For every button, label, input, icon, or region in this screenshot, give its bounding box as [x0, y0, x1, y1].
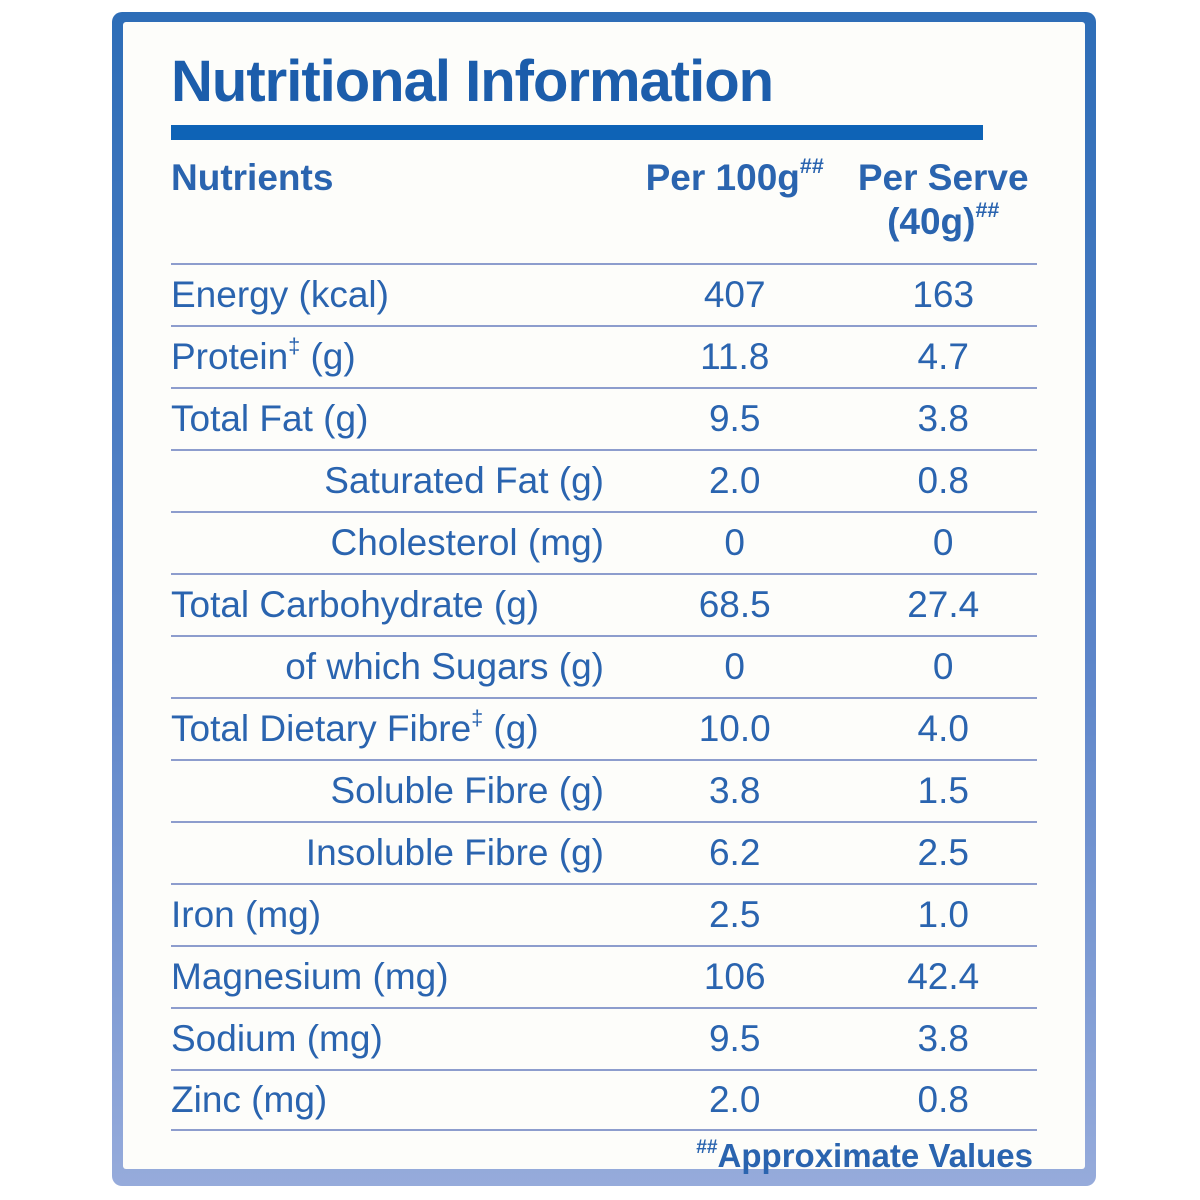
nutrient-name: Energy (kcal): [171, 274, 389, 316]
per-100g-value: 106: [703, 956, 766, 998]
table-row: of which Sugars (g) 0 0: [171, 635, 1037, 697]
per-serve-value: 2.5: [917, 832, 969, 874]
table-row: Soluble Fibre (g) 3.8 1.5: [171, 759, 1037, 821]
footnote-text: Approximate Values: [717, 1137, 1033, 1175]
per-100g-value: 2.0: [708, 1079, 761, 1121]
table-row: Sodium (mg) 9.5 3.8: [171, 1007, 1037, 1069]
nutrient-name: Iron (mg): [171, 894, 322, 936]
nutrient-name: Protein‡ (g): [171, 334, 356, 378]
per-100g-value: 68.5: [698, 584, 771, 626]
table-header-row: Nutrients Per 100g## Per Serve (40g)##: [171, 153, 1037, 243]
table-row: Total Carbohydrate (g) 68.5 27.4: [171, 573, 1037, 635]
table-row: Protein‡ (g) 11.8 4.7: [171, 325, 1037, 387]
nutrient-name: of which Sugars (g): [285, 646, 604, 688]
nutrient-name: Insoluble Fibre (g): [305, 832, 604, 874]
per-100g-value: 10.0: [698, 708, 771, 750]
table-row: Magnesium (mg) 106 42.4: [171, 945, 1037, 1007]
nutrition-label-frame: Nutritional Information Nutrients Per 10…: [112, 12, 1096, 1186]
table-row: Insoluble Fibre (g) 6.2 2.5: [171, 821, 1037, 883]
per-100g-text: Per 100g: [645, 156, 800, 198]
nutrient-rows: Energy (kcal) 407 163 Protein‡ (g) 11.8 …: [171, 263, 1037, 1132]
per-serve-value: 0.8: [917, 460, 969, 502]
per-serve-value: 0: [932, 646, 954, 688]
nutrient-name: Total Dietary Fibre‡ (g): [171, 706, 539, 750]
column-header-nutrients: Nutrients: [171, 156, 334, 198]
nutrient-superscript: ‡: [288, 334, 301, 359]
per-serve-value: 4.0: [917, 708, 969, 750]
per-100g-value: 2.0: [708, 460, 761, 502]
per-serve-value: 27.4: [907, 584, 980, 626]
footnote-superscript: ##: [696, 1137, 718, 1159]
nutrition-label-content: Nutritional Information Nutrients Per 10…: [123, 22, 1085, 1174]
nutrient-name: Saturated Fat (g): [324, 460, 604, 502]
nutrient-superscript: ‡: [471, 706, 484, 731]
column-header-per-100g: Per 100g##: [620, 153, 849, 200]
per-100g-value: 0: [724, 522, 745, 564]
table-row: Energy (kcal) 407 163: [171, 263, 1037, 325]
per-100g-value: 11.8: [700, 336, 770, 378]
per-100g-value: 9.5: [708, 1018, 761, 1060]
per-serve-value: 4.7: [917, 336, 969, 378]
per-100g-value: 3.8: [708, 770, 761, 812]
table-row: Cholesterol (mg) 0 0: [171, 511, 1037, 573]
footnote: ##Approximate Values: [171, 1137, 1039, 1175]
per-100g-superscript: ##: [799, 153, 824, 178]
per-serve-text: Per Serve: [857, 156, 1029, 198]
table-row: Total Dietary Fibre‡ (g) 10.0 4.0: [171, 697, 1037, 759]
table-row: Saturated Fat (g) 2.0 0.8: [171, 449, 1037, 511]
per-100g-value: 9.5: [708, 398, 761, 440]
per-serve-value: 3.8: [917, 398, 969, 440]
per-100g-value: 407: [703, 274, 766, 316]
nutrient-name: Total Fat (g): [171, 398, 369, 440]
per-serve-superscript: ##: [975, 197, 1000, 222]
nutrient-name: Soluble Fibre (g): [330, 770, 604, 812]
nutrient-name: Total Carbohydrate (g): [171, 584, 540, 626]
per-serve-qty-text: (40g): [887, 200, 976, 242]
nutrient-name: Magnesium (mg): [171, 956, 449, 998]
per-serve-value: 3.8: [917, 1018, 969, 1060]
per-serve-value: 0: [932, 522, 954, 564]
table-row: Total Fat (g) 9.5 3.8: [171, 387, 1037, 449]
nutrient-name: Zinc (mg): [171, 1079, 328, 1121]
per-serve-value: 42.4: [907, 956, 980, 998]
per-serve-value: 1.0: [917, 894, 969, 936]
page-title: Nutritional Information: [171, 49, 774, 114]
per-100g-value: 6.2: [708, 832, 761, 874]
table-row: Zinc (mg) 2.0 0.8: [171, 1069, 1037, 1132]
per-serve-value: 0.8: [917, 1079, 969, 1121]
nutrient-name: Cholesterol (mg): [330, 522, 604, 564]
nutrient-name: Sodium (mg): [171, 1018, 383, 1060]
per-serve-value: 163: [912, 274, 975, 316]
column-header-per-serve: Per Serve (40g)##: [849, 156, 1037, 243]
title-underline-bar: [171, 124, 983, 140]
per-100g-value: 0: [724, 646, 745, 688]
per-100g-value: 2.5: [708, 894, 761, 936]
table-row: Iron (mg) 2.5 1.0: [171, 883, 1037, 945]
per-serve-value: 1.5: [917, 770, 969, 812]
